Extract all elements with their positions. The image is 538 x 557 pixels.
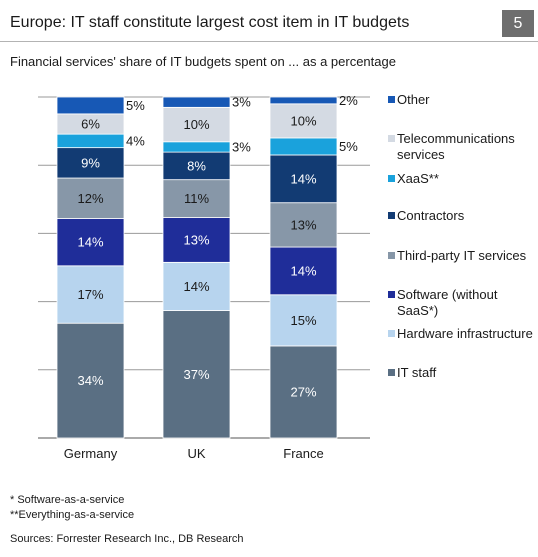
data-label: 34% <box>77 373 103 388</box>
x-tick-label: UK <box>187 446 205 461</box>
legend-label-it-staff: IT staff <box>397 365 437 380</box>
title-divider <box>0 41 538 42</box>
legend-label-other: Other <box>397 92 430 107</box>
bar-segment <box>269 103 338 139</box>
bar-segment <box>269 294 338 347</box>
data-label: 5% <box>126 98 145 113</box>
legend-label-third-party: Third-party IT services <box>397 248 527 263</box>
data-label: 11% <box>184 191 209 206</box>
chart-subtitle: Financial services' share of IT budgets … <box>10 54 396 69</box>
bar-segment <box>269 202 338 248</box>
data-labels: 34% 17% 14% 12% 9% 4% 6% 5% 37% 14% 13% 11% 8% 3% 10% 3… <box>77 93 358 400</box>
bar-segment <box>162 106 231 143</box>
data-label: 14% <box>183 279 209 294</box>
bar-segment <box>56 265 125 324</box>
footnote-sources: Sources: Forrester Research Inc., DB Res… <box>10 533 244 545</box>
x-tick-label: France <box>283 446 323 461</box>
figure-number-badge: 5 <box>502 10 534 37</box>
legend-swatch-contractors <box>388 212 395 219</box>
bar-segment <box>269 246 338 296</box>
legend-label-hardware: Hardware infrastructure <box>397 326 533 341</box>
data-label: 12% <box>77 191 103 206</box>
data-label: 10% <box>290 113 316 128</box>
data-label: 5% <box>339 139 358 154</box>
bar-segment <box>162 141 231 153</box>
legend-label-contractors: Contractors <box>397 208 465 223</box>
bar-segments <box>56 96 338 439</box>
legend-label-software: Software (without SaaS*) <box>397 287 498 318</box>
bar-segment <box>56 177 125 219</box>
data-label: 14% <box>290 263 316 278</box>
legend-swatch-third-party <box>388 252 395 259</box>
legend-swatch-it-staff <box>388 369 395 376</box>
data-label: 13% <box>183 232 209 247</box>
legend-swatch-telecommunications <box>388 135 395 142</box>
data-label: 8% <box>187 158 206 173</box>
data-label: 3% <box>232 139 251 154</box>
bar-segment <box>269 154 338 204</box>
bar-segment <box>269 96 338 105</box>
data-label: 6% <box>81 117 100 132</box>
bar-segment <box>56 322 125 439</box>
bar-segment <box>162 310 231 439</box>
data-label: 37% <box>183 367 209 382</box>
footnote-xaas: **Everything-as-a-service <box>10 509 135 521</box>
data-label: 17% <box>77 287 103 302</box>
data-label: 3% <box>232 95 251 110</box>
data-label: 9% <box>81 155 100 170</box>
bar-segment <box>56 147 125 179</box>
data-label: 15% <box>290 313 316 328</box>
bar-segment <box>56 218 125 267</box>
bar-segment <box>162 261 231 311</box>
x-axis-labels: Germany UK France <box>64 446 324 461</box>
chart-title: Europe: IT staff constitute largest cost… <box>10 14 410 31</box>
data-label: 4% <box>126 133 145 148</box>
x-tick-label: Germany <box>64 446 118 461</box>
footnote-saas: * Software-as-a-service <box>10 494 125 506</box>
data-label: 10% <box>183 117 209 132</box>
legend-swatch-software <box>388 291 395 298</box>
bar-segment <box>162 96 231 108</box>
legend-label-telecommunications: Telecommunications services <box>397 131 515 162</box>
legend-swatch-other <box>388 96 395 103</box>
legend-label-xaas: XaaS** <box>397 171 439 186</box>
legend-swatch-xaas <box>388 175 395 182</box>
data-label: 14% <box>77 235 103 250</box>
data-label: 2% <box>339 93 358 108</box>
data-label: 14% <box>290 171 316 186</box>
bar-segment <box>162 179 231 218</box>
data-label: 27% <box>290 384 316 399</box>
bar-segment <box>56 96 125 115</box>
bar-segment <box>269 137 338 156</box>
data-label: 13% <box>290 217 316 232</box>
bar-segment <box>56 133 125 149</box>
legend-swatch-hardware <box>388 330 395 337</box>
